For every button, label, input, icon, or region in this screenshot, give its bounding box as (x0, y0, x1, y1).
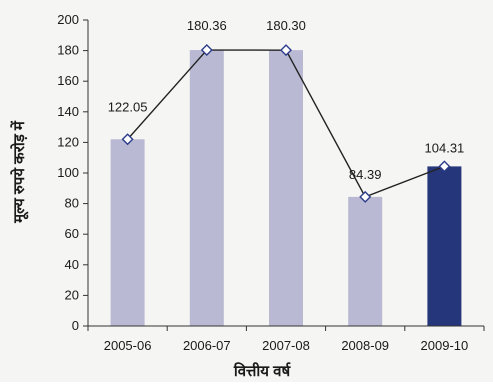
y-tick-label-180: 180 (57, 43, 79, 58)
x-tick-label-2005-06: 2005-06 (104, 338, 152, 353)
axes-layer: 0 20 40 60 80 100 120 140 160 180 200 2005-06 2006-0… (57, 12, 485, 353)
data-label-2009-10: 104.31 (425, 140, 465, 155)
bar-2009-10 (427, 166, 462, 326)
line-layer (121, 44, 451, 203)
x-axis-title: वित्तीय वर्ष (233, 362, 292, 380)
bar-2007-08 (269, 50, 303, 327)
marker-2009-10 (438, 160, 451, 173)
data-label-2007-08: 180.30 (266, 18, 306, 33)
marker-2006-07 (200, 44, 213, 57)
x-tick-label-2007-08: 2007-08 (262, 338, 310, 353)
x-tick-label-2009-10: 2009-10 (421, 338, 469, 353)
labels-layer: 122.05 180.36 180.30 84.39 104.31 (108, 18, 465, 182)
data-label-2008-09: 84.39 (349, 167, 382, 182)
y-axis-title: मूल्य रुपये करोड़ में (10, 120, 29, 224)
bar-2008-09 (348, 196, 383, 326)
data-label-2006-07: 180.36 (187, 18, 227, 33)
marker-2008-09 (359, 190, 372, 203)
y-tick-label-0: 0 (72, 318, 79, 333)
marker-2007-08 (280, 44, 292, 57)
bar-2006-07 (189, 50, 224, 327)
x-tick-label-2008-09: 2008-09 (341, 338, 389, 353)
data-label-2005-06: 122.05 (108, 99, 148, 114)
y-tick-label-60: 60 (65, 226, 79, 241)
y-tick-label-160: 160 (57, 73, 79, 88)
bars-layer (110, 50, 462, 327)
marker-2005-06 (121, 133, 134, 146)
x-tick-label-2006-07: 2006-07 (183, 338, 231, 353)
y-tick-label-120: 120 (57, 134, 79, 149)
y-tick-label-200: 200 (57, 12, 79, 27)
y-tick-label-40: 40 (65, 257, 79, 272)
y-tick-label-20: 20 (65, 287, 79, 302)
y-tick-label-100: 100 (57, 165, 79, 180)
y-tick-label-80: 80 (65, 196, 79, 211)
y-tick-label-140: 140 (57, 104, 79, 119)
bar-2005-06 (110, 139, 145, 326)
